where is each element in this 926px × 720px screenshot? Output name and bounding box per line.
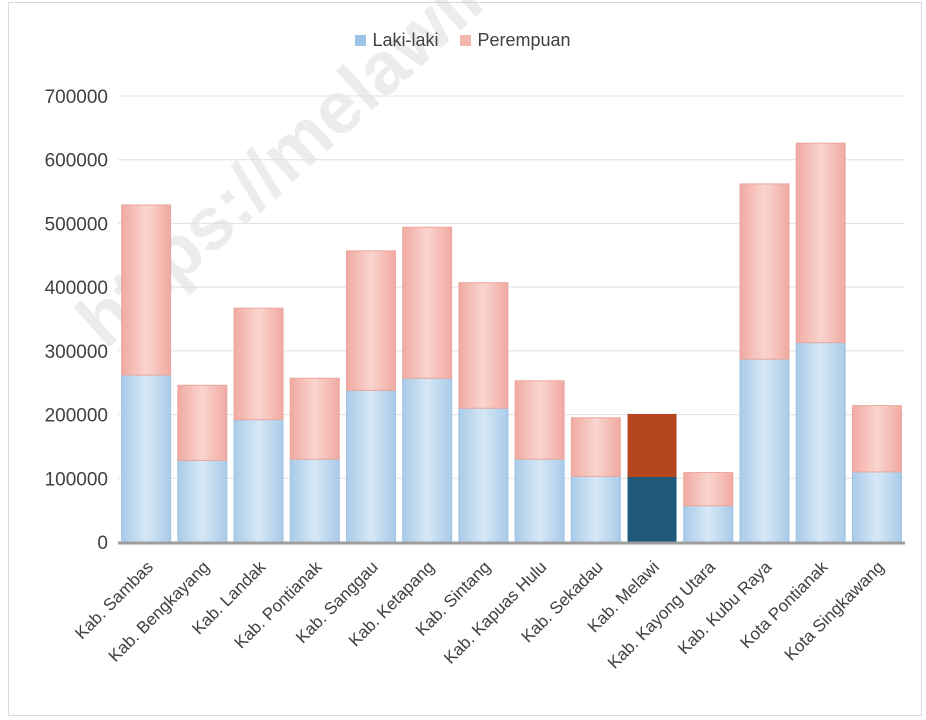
- y-tick-label: 100000: [45, 469, 108, 490]
- legend-label-perempuan: Perempuan: [477, 30, 571, 50]
- x-tick-label: Kab. Kayong Utara: [604, 557, 719, 672]
- bar-perempuan: [345, 250, 396, 391]
- bar-perempuan: [514, 380, 565, 460]
- bar-laki: [851, 471, 902, 543]
- bar-laki: [233, 419, 284, 543]
- x-tick-label: Kab. Kapuas Hulu: [440, 557, 550, 667]
- legend-label-laki: Laki-laki: [372, 30, 439, 50]
- legend-item-perempuan: Perempuan: [460, 30, 571, 51]
- bar-perempuan: [851, 405, 902, 473]
- x-tick-label: Kota Singkawang: [781, 557, 888, 664]
- bar-laki: [514, 458, 565, 543]
- bar-laki: [570, 475, 621, 543]
- bar-laki: [739, 358, 790, 543]
- y-tick-label: 600000: [45, 151, 108, 172]
- bar-perempuan: [570, 417, 621, 477]
- bar-perempuan: [177, 384, 228, 461]
- x-tick-label: Kab. Bengkayang: [105, 557, 213, 665]
- y-tick-label: 400000: [45, 278, 108, 299]
- legend-swatch-laki: [355, 35, 367, 46]
- bar-laki: [683, 505, 734, 543]
- y-tick-label: 700000: [45, 87, 108, 108]
- bar-laki: [402, 377, 453, 543]
- bar-perempuan: [795, 142, 846, 344]
- y-tick-label: 300000: [45, 342, 108, 363]
- bar-perempuan: [627, 413, 677, 478]
- bar-laki: [795, 342, 846, 543]
- bar-laki: [345, 389, 396, 543]
- bar-perempuan: [233, 307, 284, 421]
- bar-perempuan: [121, 204, 172, 376]
- bar-laki: [121, 374, 172, 543]
- y-tick-label: 500000: [45, 214, 108, 235]
- legend-item-laki: Laki-laki: [355, 30, 438, 51]
- bar-perempuan: [739, 183, 790, 360]
- bar-laki: [289, 458, 340, 543]
- bar-laki: [458, 407, 509, 543]
- bar-perempuan: [458, 282, 509, 409]
- y-tick-label: 0: [97, 533, 108, 554]
- y-tick-label: 200000: [45, 406, 108, 427]
- bar-perempuan: [683, 472, 734, 507]
- legend-swatch-perempuan: [460, 35, 472, 46]
- legend: Laki-laki Perempuan: [0, 30, 926, 51]
- bar-laki: [627, 477, 677, 542]
- bar-perempuan: [289, 377, 340, 460]
- bar-laki: [177, 459, 228, 543]
- bar-perempuan: [402, 226, 453, 379]
